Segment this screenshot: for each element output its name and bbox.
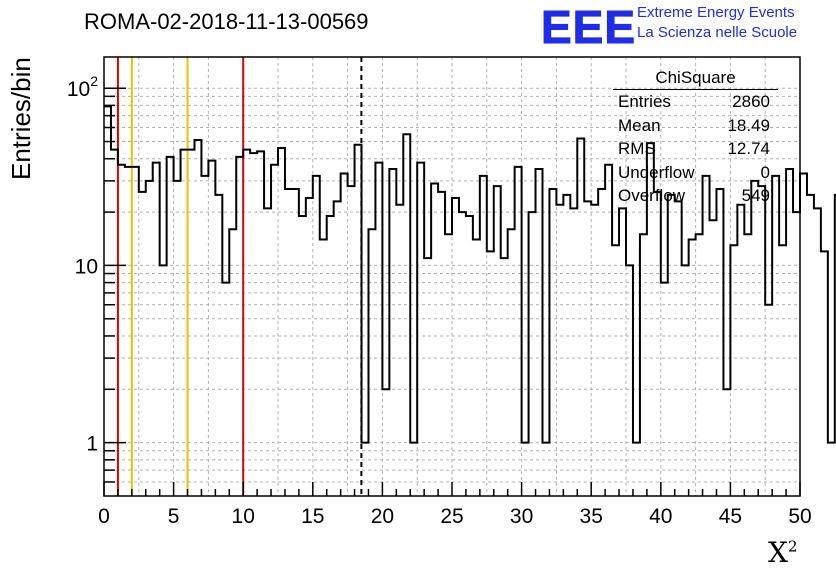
axis-ticks	[103, 87, 801, 496]
x-tick-label: 20	[371, 505, 394, 528]
y-tick-label: 1	[86, 433, 98, 456]
x-tick-label: 15	[301, 505, 324, 528]
stats-row: RMS 12.74	[613, 137, 778, 161]
logo-line-1: Extreme Energy Events	[637, 4, 795, 21]
x-tick-label: 0	[98, 505, 110, 528]
eee-logo: EEE	[540, 1, 637, 54]
stats-label: RMS	[618, 139, 656, 158]
x-axis-exponent: 2	[787, 537, 798, 556]
stats-row: Mean 18.49	[613, 114, 778, 138]
y-tick-label: 102	[67, 73, 98, 101]
x-tick-label: 5	[168, 505, 180, 528]
x-tick-label: 45	[719, 505, 742, 528]
stats-label: Mean	[618, 115, 661, 135]
logo-line-2: La Scienza nelle Scuole	[637, 24, 798, 41]
stats-value: 0	[760, 162, 770, 182]
y-axis-label: Entries/bin	[6, 57, 36, 180]
x-tick-label: 10	[232, 505, 255, 528]
chart-title: ROMA-02-2018-11-13-00569	[84, 9, 369, 34]
stats-box: ChiSquare Entries 2860 Mean 18.49 RMS 12.74…	[613, 68, 778, 208]
stats-label: Underflow	[618, 162, 695, 182]
x-axis-symbol: X	[768, 536, 788, 569]
x-axis-label: X2	[768, 536, 797, 569]
reference-lines	[116, 57, 363, 496]
stats-row: Overflow 549	[613, 184, 778, 208]
x-tick-label: 30	[510, 505, 533, 528]
x-tick-label: 35	[580, 505, 603, 528]
grid	[104, 57, 800, 496]
stats-title: ChiSquare	[613, 68, 778, 90]
axis-tick-labels: 0 5 10 15 20 25 30 35 40 45 50 1 10 102	[67, 73, 812, 528]
x-tick-label: 50	[788, 505, 811, 528]
stats-value: 549	[741, 186, 770, 205]
stats-row: Entries 2860	[613, 90, 778, 114]
stats-value: 12.74	[727, 139, 770, 158]
histogram-line	[104, 105, 836, 444]
y-tick-label: 10	[75, 255, 98, 278]
stats-row: Underflow 0	[613, 161, 778, 185]
x-tick-label: 25	[440, 505, 463, 528]
stats-value: 2860	[732, 92, 770, 111]
stats-label: Overflow	[618, 186, 686, 205]
stats-value: 18.49	[727, 115, 770, 135]
x-tick-label: 40	[649, 505, 672, 528]
stats-label: Entries	[618, 92, 671, 111]
